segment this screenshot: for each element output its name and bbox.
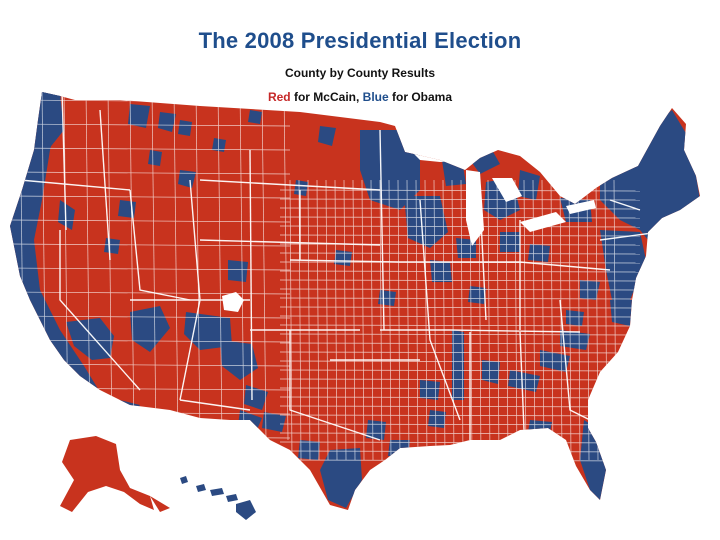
county-line (279, 333, 641, 336)
county-line (107, 92, 113, 441)
county-line (261, 92, 267, 441)
alaska-panhandle (150, 496, 170, 512)
county-line (279, 387, 641, 390)
county-line (388, 179, 392, 461)
county-line (279, 288, 641, 291)
county-line (10, 171, 291, 175)
county-line (279, 378, 641, 381)
county-line (217, 92, 223, 441)
map-title: The 2008 Presidential Election (198, 28, 522, 53)
county-line (10, 219, 291, 223)
county-line (279, 360, 641, 363)
county-line (279, 342, 641, 345)
county-line (10, 291, 291, 295)
legend-red-word: Red (267, 90, 291, 104)
county-line (379, 179, 383, 461)
county-line (352, 179, 356, 461)
alaska-fill (60, 436, 154, 512)
legend-red-text: for McCain, (290, 90, 363, 104)
legend-blue-text: for Obama (388, 90, 453, 104)
map-legend: Red for McCain, Blue for Obama (0, 90, 720, 104)
county-line (307, 179, 311, 461)
hawaii (180, 476, 256, 520)
county-line (279, 306, 641, 309)
county-line (316, 179, 320, 461)
county-line (370, 179, 374, 461)
county-line (10, 243, 291, 247)
county-line (325, 179, 329, 461)
county-line (279, 423, 641, 426)
county-line (279, 369, 641, 372)
county-line (279, 315, 641, 318)
legend-blue-word: Blue (362, 90, 389, 104)
county-line (10, 339, 291, 343)
county-line (239, 92, 245, 441)
county-line (279, 432, 641, 435)
county-line (334, 179, 338, 461)
map-subtitle: County by County Results (284, 66, 435, 80)
great-salt-lake (222, 292, 244, 312)
county-line (173, 92, 179, 441)
county-line (279, 324, 641, 327)
county-line (279, 225, 641, 228)
county-line (10, 195, 291, 199)
county-line (10, 147, 291, 151)
county-line (279, 351, 641, 354)
county-line (10, 123, 291, 127)
county-line (10, 435, 291, 439)
county-line (279, 441, 641, 444)
county-line (283, 92, 289, 441)
county-line (289, 179, 293, 461)
state-borders (19, 92, 661, 441)
county-line (343, 179, 347, 461)
county-line (279, 216, 641, 219)
county-line (10, 267, 291, 271)
county-line (279, 252, 641, 255)
county-line (279, 396, 641, 399)
county-line (151, 92, 157, 441)
county-line (279, 414, 641, 417)
county-line (279, 270, 641, 273)
county-line (10, 315, 291, 319)
county-line (361, 179, 365, 461)
county-line (279, 279, 641, 282)
county-line (279, 234, 641, 237)
alaska (60, 436, 154, 512)
county-line (279, 297, 641, 300)
county-line (195, 92, 201, 441)
county-line (279, 405, 641, 408)
